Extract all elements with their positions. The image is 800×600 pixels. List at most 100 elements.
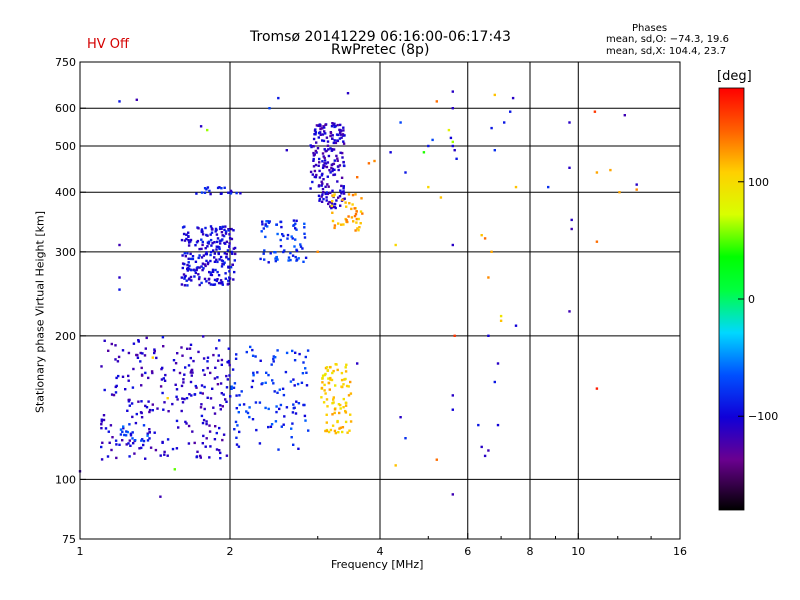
cluster-point (234, 357, 238, 360)
cluster-point (208, 189, 211, 193)
cluster-point (201, 262, 205, 265)
cluster-point (312, 137, 316, 141)
cluster-point (193, 441, 196, 445)
cluster-point (127, 374, 130, 378)
data-point (118, 276, 121, 279)
data-point (118, 288, 121, 291)
cluster-point (304, 367, 307, 370)
cluster-point (194, 244, 197, 247)
cluster-point (235, 191, 238, 195)
axis-ticks: 1 2 4 6 8 10 16 75 100 200 300 400 500 600 750 (55, 56, 687, 558)
cluster-point (337, 196, 340, 199)
cluster-point (211, 270, 215, 273)
cluster-point (121, 349, 125, 352)
cluster-point (220, 231, 224, 234)
cluster-point (355, 217, 358, 221)
cluster-point (136, 356, 140, 359)
cluster-point (347, 193, 351, 196)
cluster-point (292, 443, 295, 446)
hv-status-text: HV Off (87, 37, 129, 52)
cluster-point (189, 238, 193, 242)
cluster-point (342, 383, 345, 386)
cluster-point (259, 359, 262, 362)
cluster-point (321, 193, 324, 196)
x-tick-label: 8 (527, 545, 534, 558)
data-point (623, 114, 626, 117)
cluster-point (319, 133, 322, 136)
cluster-point (200, 384, 204, 387)
cluster-point (344, 370, 348, 373)
data-point (635, 188, 638, 191)
cluster-point (332, 162, 336, 165)
cluster-point (318, 176, 322, 179)
cluster-point (333, 159, 336, 162)
x-tick-label: 1 (77, 545, 84, 558)
cluster-point (255, 428, 258, 432)
cluster-point (125, 443, 128, 446)
cluster-point (145, 406, 149, 409)
data-point (447, 128, 451, 132)
cluster-point (104, 427, 108, 430)
cluster-point (357, 229, 360, 232)
cluster-point (214, 366, 217, 369)
cluster-point (212, 406, 215, 409)
data-point (356, 362, 359, 365)
cluster-point (195, 192, 198, 195)
cluster-point (320, 200, 324, 203)
cluster-point (223, 261, 226, 264)
cluster-point (323, 159, 327, 162)
data-point (490, 250, 493, 253)
cluster-point (321, 376, 324, 380)
colorbar-unit-label: [deg] (717, 69, 752, 84)
cluster-point (331, 219, 335, 223)
cluster-point (164, 373, 167, 377)
cluster-point (319, 125, 322, 128)
cluster-point (323, 373, 327, 377)
cluster-point (163, 453, 166, 456)
cluster-point (343, 134, 346, 137)
cluster-point (202, 267, 205, 270)
y-tick-label: 400 (55, 186, 76, 199)
y-tick-label: 200 (55, 330, 76, 343)
cluster-point (292, 224, 295, 227)
cluster-point (295, 219, 298, 222)
cluster-point (204, 264, 207, 268)
cluster-point (194, 260, 198, 263)
cluster-point (326, 140, 330, 143)
data-point (451, 408, 454, 411)
cluster-point (256, 371, 259, 374)
cluster-point (318, 161, 321, 164)
cluster-point (281, 233, 284, 236)
cluster-point (201, 240, 204, 244)
cluster-point (187, 235, 190, 238)
cluster-point (344, 409, 347, 413)
cluster-point (307, 429, 310, 432)
cluster-point (184, 420, 187, 424)
cluster-point (220, 265, 224, 268)
cluster-point (183, 225, 186, 228)
cluster-point (358, 226, 361, 229)
cluster-point (227, 347, 230, 350)
cluster-point (336, 139, 340, 143)
cluster-point (197, 227, 200, 230)
cluster-point (186, 267, 189, 270)
cluster-point (213, 438, 217, 441)
cluster-point (194, 271, 197, 275)
cluster-point (151, 371, 154, 375)
cluster-point (305, 371, 308, 374)
cluster-point (283, 249, 286, 252)
cluster-point (187, 244, 191, 247)
cluster-point (229, 189, 233, 193)
cluster-point (132, 442, 135, 445)
cluster-point (284, 370, 288, 374)
cluster-point (258, 442, 262, 445)
cluster-point (188, 241, 191, 244)
cluster-point (209, 397, 213, 400)
cluster-point (261, 223, 264, 226)
cluster-point (189, 371, 192, 374)
cluster-point (344, 404, 348, 407)
cluster-point (303, 414, 307, 418)
cluster-point (213, 260, 217, 263)
cluster-point (220, 392, 223, 395)
cluster-point (280, 425, 283, 428)
